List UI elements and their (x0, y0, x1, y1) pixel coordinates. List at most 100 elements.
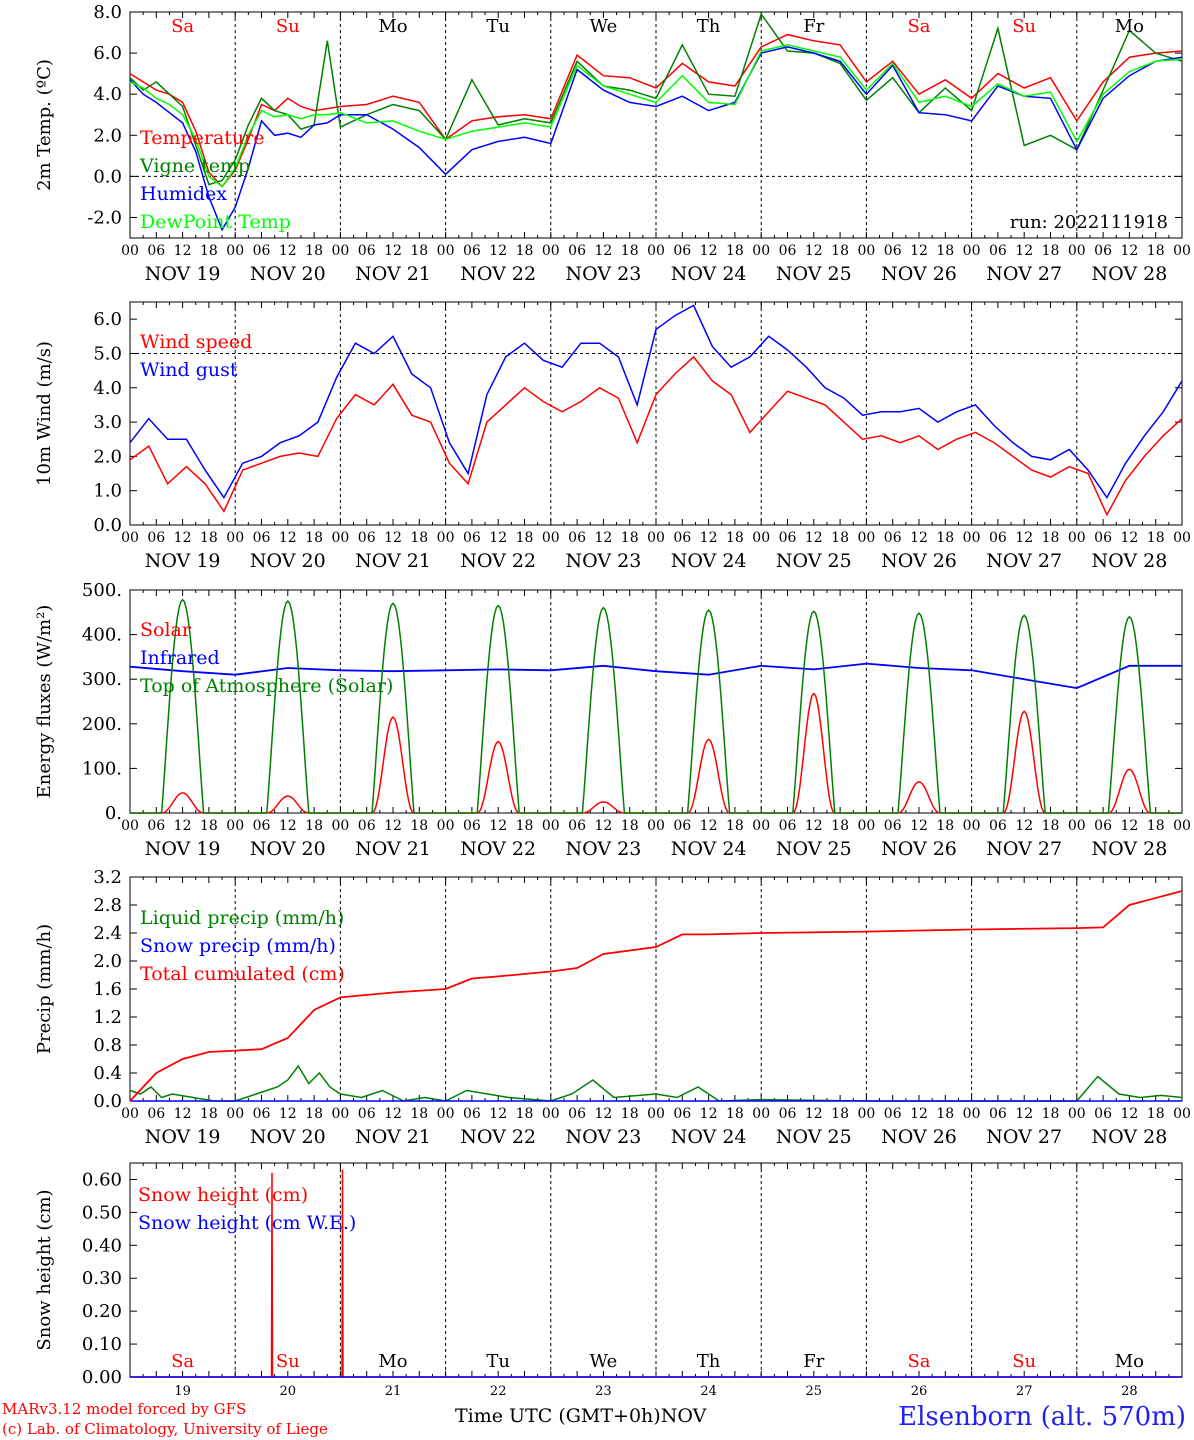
y-tick-label: 4.0 (93, 378, 122, 399)
day-abbr-label: We (590, 1351, 618, 1372)
date-label: NOV 26 (881, 550, 957, 572)
y-tick-label: 5.0 (93, 343, 122, 364)
hour-tick-label: 00 (963, 1106, 981, 1122)
legend-entry: Top of Atmosphere (Solar) (140, 675, 393, 697)
chart-panel-2: 6.0 5.0 4.0 3.0 2.0 1.0 0.0 10m Wind (m/s) 00 06 1… (34, 301, 1191, 572)
date-label: NOV 26 (881, 838, 957, 860)
hour-tick-label: 18 (305, 1106, 323, 1122)
chart-panel-4: 3.2 2.8 2.4 2.0 1.6 1.2 0.8 0.4 0.0 Precip (mm/h)… (34, 867, 1191, 1148)
hour-tick-label: 06 (147, 243, 165, 259)
y-tick-label: 1.0 (93, 481, 122, 502)
hour-tick-label: 00 (1068, 1106, 1086, 1122)
hour-tick-label: 12 (594, 530, 612, 546)
hour-tick-label: 18 (726, 530, 744, 546)
y-tick-label: 0.10 (82, 1334, 122, 1355)
day-abbr-label: Su (1012, 16, 1036, 37)
hour-tick-label: 18 (1147, 530, 1165, 546)
hour-tick-label: 00 (331, 243, 349, 259)
date-label: NOV 23 (565, 263, 641, 285)
hour-tick-label: 12 (1120, 1106, 1138, 1122)
hour-tick-label: 00 (647, 530, 665, 546)
hour-tick-label: 00 (1173, 243, 1191, 259)
date-label: NOV 24 (671, 263, 747, 285)
date-label: NOV 19 (145, 838, 221, 860)
hour-tick-label: 00 (647, 818, 665, 834)
y-tick-label: 100. (82, 758, 122, 779)
hour-tick-label: 18 (726, 818, 744, 834)
date-label: NOV 20 (250, 263, 326, 285)
legend-entry: Wind speed (140, 331, 252, 353)
hour-tick-label: 00 (437, 1106, 455, 1122)
hour-tick-label: 06 (147, 530, 165, 546)
day-abbr-label: Su (276, 1351, 300, 1372)
hour-tick-label: 00 (1068, 243, 1086, 259)
chart-panel-1: 8.0 6.0 4.0 2.0 0.0 -2.0 2m Temp. (ºC) 00 06 12 18… (34, 2, 1191, 285)
legend-entry: Humidex (140, 183, 227, 205)
hour-tick-label: 06 (989, 1106, 1007, 1122)
date-label: NOV 25 (776, 838, 852, 860)
hour-tick-label: 12 (384, 1106, 402, 1122)
day-abbr-label: Su (1012, 1351, 1036, 1372)
hour-tick-label: 18 (1147, 1106, 1165, 1122)
y-axis-title: Precip (mm/h) (34, 924, 55, 1054)
y-tick-label: 2.0 (93, 125, 122, 146)
day-abbr-label: Th (697, 16, 721, 37)
hour-tick-label: 00 (331, 818, 349, 834)
hour-tick-label: 18 (936, 1106, 954, 1122)
hour-tick-label: 00 (857, 1106, 875, 1122)
y-tick-label: 1.2 (93, 1007, 122, 1028)
legend-entry: Snow height (cm W.E.) (138, 1212, 356, 1234)
date-label: NOV 26 (881, 1126, 957, 1148)
y-tick-label: 300. (82, 669, 122, 690)
hour-tick-label: 06 (673, 530, 691, 546)
hour-tick-label: 06 (568, 1106, 586, 1122)
date-label: NOV 19 (145, 1126, 221, 1148)
hour-tick-label: 18 (1147, 818, 1165, 834)
hour-tick-label: 00 (1068, 530, 1086, 546)
y-axis-title: Snow height (cm) (34, 1189, 55, 1350)
hour-tick-label: 12 (805, 818, 823, 834)
day-abbr-label: Tu (486, 1351, 510, 1372)
hour-tick-label: 06 (779, 1106, 797, 1122)
hour-tick-label: 06 (779, 818, 797, 834)
hour-tick-label: 06 (253, 530, 271, 546)
hour-tick-label: 12 (910, 243, 928, 259)
hour-tick-label: 12 (174, 1106, 192, 1122)
day-abbr-label: Mo (378, 16, 407, 37)
hour-tick-label: 00 (1173, 1106, 1191, 1122)
hour-tick-label: 12 (1015, 1106, 1033, 1122)
plot-frame (129, 301, 1183, 526)
hour-tick-label: 12 (805, 243, 823, 259)
date-label: NOV 23 (565, 550, 641, 572)
date-label: NOV 28 (1091, 1126, 1167, 1148)
hour-tick-label: 12 (279, 243, 297, 259)
hour-tick-label: 00 (857, 243, 875, 259)
y-tick-label: 200. (82, 714, 122, 735)
y-tick-label: 0.0 (93, 1091, 122, 1112)
hour-tick-label: 18 (1042, 243, 1060, 259)
hour-tick-label: 12 (1120, 243, 1138, 259)
series-line-top-of-atmosphere-solar- (130, 598, 1182, 814)
day-abbr-label: Th (697, 1351, 721, 1372)
day-number-label: 23 (595, 1384, 612, 1399)
hour-tick-label: 06 (884, 818, 902, 834)
hour-tick-label: 18 (726, 1106, 744, 1122)
hour-tick-label: 06 (989, 243, 1007, 259)
y-tick-label: 0.8 (93, 1035, 122, 1056)
day-number-label: 22 (490, 1384, 507, 1399)
y-tick-label: 400. (82, 625, 122, 646)
legend-entry: Wind gust (140, 359, 238, 381)
day-number-label: 20 (280, 1384, 297, 1399)
time-axis-title: Time UTC (GMT+0h)NOV (455, 1405, 706, 1427)
day-abbr-label: Mo (378, 1351, 407, 1372)
hour-tick-label: 06 (463, 1106, 481, 1122)
hour-tick-label: 06 (1094, 530, 1112, 546)
station-name: Elsenborn (alt. 570m) (898, 1402, 1186, 1432)
day-number-label: 28 (1121, 1384, 1138, 1399)
y-tick-label: 1.6 (93, 979, 122, 1000)
hour-tick-label: 18 (621, 1106, 639, 1122)
legend-entry: Snow height (cm) (138, 1184, 308, 1206)
legend-entry: Infrared (140, 647, 220, 669)
date-label: NOV 23 (565, 838, 641, 860)
day-abbr-label: Sa (171, 16, 194, 37)
